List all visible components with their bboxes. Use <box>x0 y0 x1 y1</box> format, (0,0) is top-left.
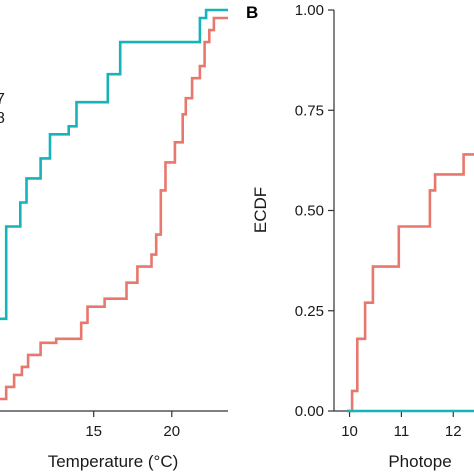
ecdf-series-a-1 <box>0 16 228 401</box>
y-tick-label-b-0: 0.00 <box>295 403 324 420</box>
y-tick-label-b-1: 0.25 <box>295 303 324 320</box>
ecdf-series-b-0 <box>347 153 474 413</box>
x-tick-label-a-0: 15 <box>85 423 102 440</box>
y-tick-label-b-3: 0.75 <box>295 102 324 119</box>
legend-entry-fragment-1: 7 <box>0 91 5 108</box>
panel-label-b: B <box>246 3 258 22</box>
y-tick-label-b-2: 0.50 <box>295 203 324 220</box>
y-tick-label-b-4: 1.00 <box>295 2 324 19</box>
x-tick-label-b-2: 12 <box>445 423 462 440</box>
x-axis-title-b: Photope <box>388 452 451 471</box>
x-tick-label-b-0: 10 <box>341 423 358 440</box>
x-tick-label-a-1: 20 <box>163 423 180 440</box>
legend-entry-fragment-2: 8 <box>0 110 5 127</box>
x-axis-title-a: Temperature (°C) <box>48 452 179 471</box>
ecdf-series-a-0 <box>0 8 228 321</box>
panel-b: B 10 11 12 0.00 0.25 0.50 0.75 1.00 ECDF Photop… <box>246 2 474 471</box>
y-axis-title-b: ECDF <box>251 187 270 233</box>
panel-a: 15 20 7 8 Temperature (°C) <box>0 8 228 471</box>
x-tick-label-b-1: 11 <box>394 423 410 440</box>
